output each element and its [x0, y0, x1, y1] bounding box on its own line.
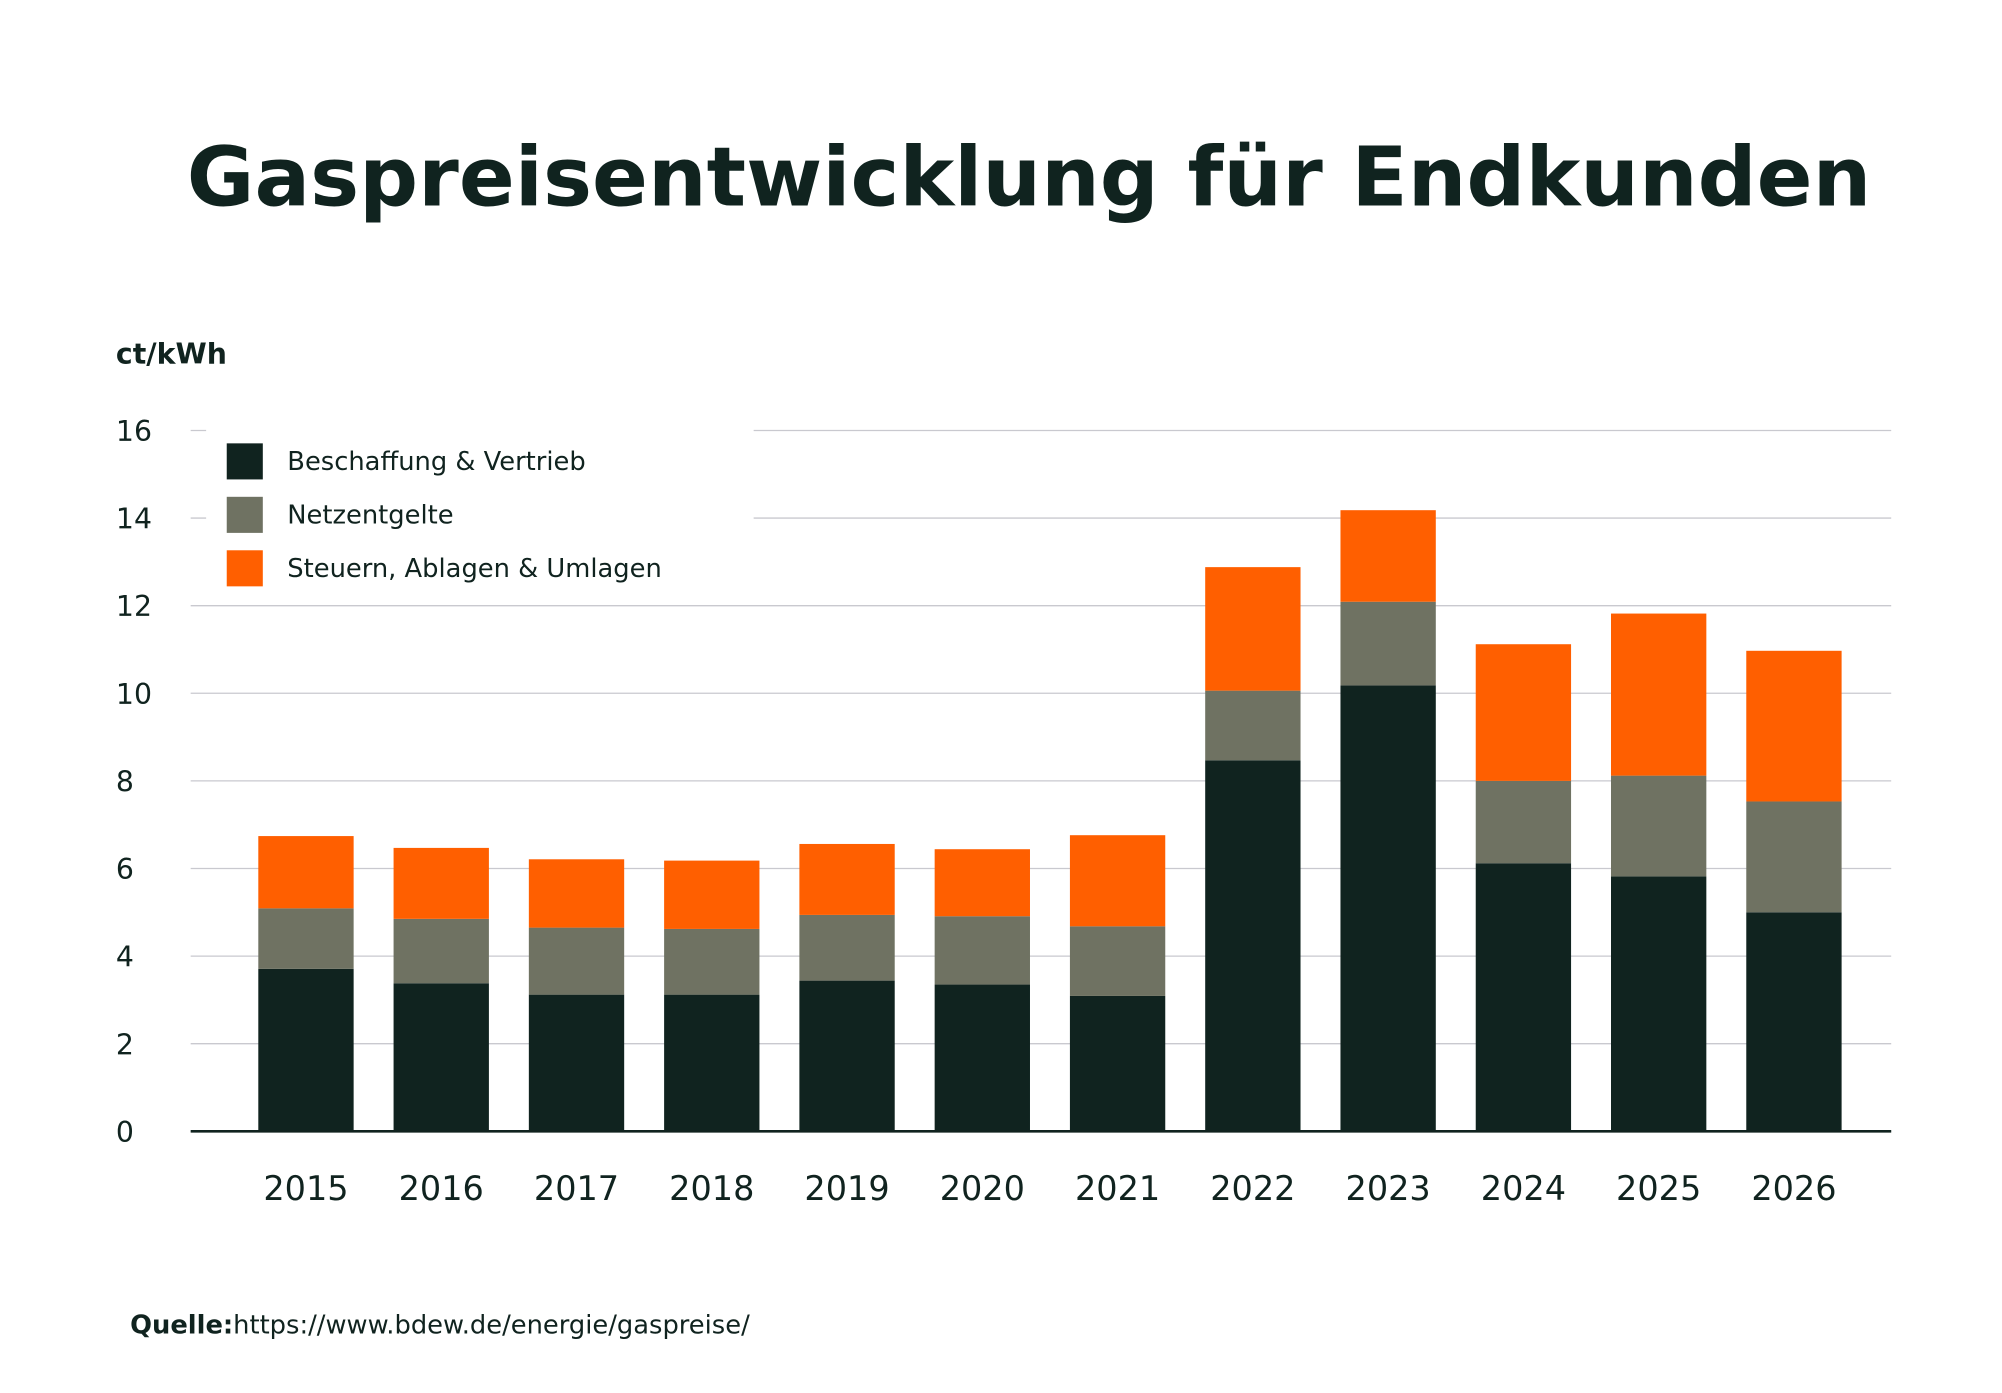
y-tick-label: 2	[116, 1028, 134, 1061]
x-tick-label: 2017	[534, 1169, 619, 1208]
x-tick-label: 2020	[940, 1169, 1025, 1208]
bar-segment	[1340, 685, 1436, 1132]
legend-swatch	[226, 496, 263, 533]
bar-segment	[258, 908, 354, 969]
bar-segment	[1340, 510, 1436, 602]
bar-segment	[1746, 912, 1842, 1132]
x-tick-label: 2022	[1210, 1169, 1295, 1208]
source-url: https://www.bdew.de/energie/gaspreise/	[233, 1310, 750, 1340]
bar-segment	[1746, 801, 1842, 913]
y-tick-label: 12	[116, 590, 152, 623]
bar-segment	[934, 916, 1030, 985]
legend-swatch	[226, 550, 263, 587]
bar-segment	[1475, 863, 1572, 1132]
bars: 2015 2016 2017 2018 2019 2020 2021 2022 2023 2024…	[258, 510, 1842, 1208]
bar-segment	[258, 836, 354, 909]
bar-segment	[934, 984, 1030, 1132]
bar-segment	[1069, 835, 1166, 927]
bar-segment	[1611, 775, 1707, 877]
bar-segment	[799, 980, 895, 1132]
source-label: Quelle:	[130, 1310, 233, 1340]
x-tick-label: 2019	[804, 1169, 889, 1208]
x-tick-label: 2016	[399, 1169, 484, 1208]
y-axis-label: ct/kWh	[116, 338, 227, 371]
bar-segment	[528, 927, 625, 995]
bar-segment	[1205, 760, 1301, 1132]
bar-segment	[393, 983, 489, 1132]
bar-segment	[799, 843, 895, 915]
bar-segment	[393, 918, 489, 984]
legend-background	[206, 425, 754, 600]
bar-segment	[934, 849, 1030, 917]
legend: Beschaffung & Vertrieb Netzentgelte Steuer…	[206, 425, 754, 600]
bar-segment	[664, 928, 760, 995]
bar-segment	[1611, 876, 1707, 1132]
bar-segment	[1069, 926, 1166, 996]
y-tick-label: 6	[116, 853, 134, 886]
x-tick-label: 2026	[1751, 1169, 1836, 1208]
bar-segment	[664, 994, 760, 1132]
legend-label: Beschaffung & Vertrieb	[287, 447, 585, 477]
bar-segment	[1746, 650, 1842, 802]
bar-segment	[258, 968, 354, 1132]
y-tick-label: 14	[116, 503, 152, 536]
x-tick-label: 2021	[1075, 1169, 1160, 1208]
legend-label: Netzentgelte	[287, 501, 453, 531]
y-tick-label: 16	[116, 415, 152, 448]
bar-segment	[1205, 567, 1301, 691]
bar-segment	[1069, 995, 1166, 1132]
bar-segment	[799, 914, 895, 981]
bar-segment	[1475, 644, 1572, 781]
y-tick-label: 0	[116, 1116, 134, 1149]
x-tick-label: 2024	[1481, 1169, 1566, 1208]
y-tick-label: 8	[116, 765, 134, 798]
bar-segment	[528, 994, 625, 1132]
bar-segment	[528, 859, 625, 928]
x-tick-label: 2018	[669, 1169, 754, 1208]
legend-swatch	[226, 443, 263, 480]
chart-title: Gaspreisentwicklung für Endkunden	[187, 130, 1871, 226]
x-tick-label: 2015	[263, 1169, 348, 1208]
bar-segment	[1205, 690, 1301, 761]
bar-segment	[1611, 613, 1707, 776]
y-tick-label: 4	[116, 941, 134, 974]
legend-label: Steuern, Ablagen & Umlagen	[287, 554, 662, 584]
y-tick-label: 10	[116, 678, 152, 711]
x-tick-label: 2023	[1346, 1169, 1431, 1208]
bar-segment	[1475, 780, 1572, 864]
bar-segment	[1340, 601, 1436, 686]
bar-segment	[393, 847, 489, 919]
bar-segment	[664, 860, 760, 929]
x-tick-label: 2025	[1616, 1169, 1701, 1208]
